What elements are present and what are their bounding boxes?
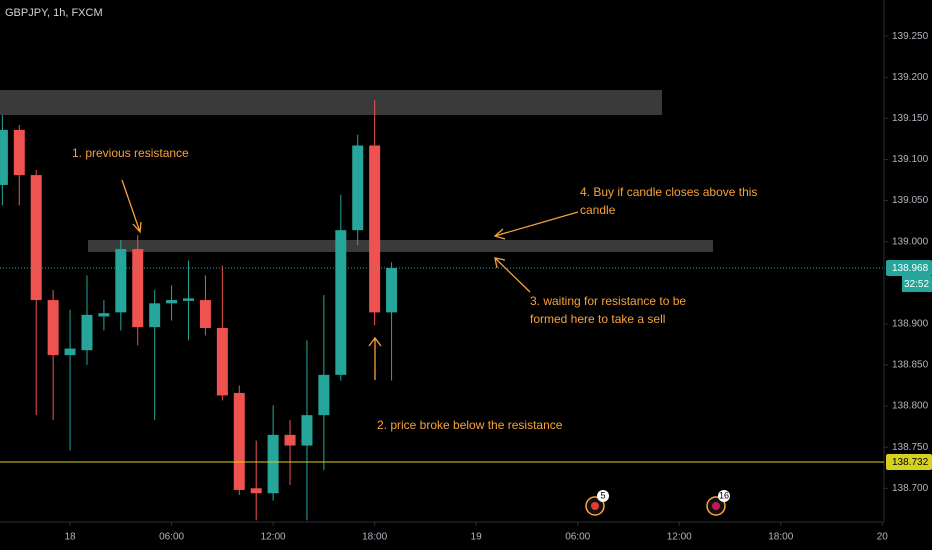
y-tick-label: 138.750	[892, 442, 929, 453]
candle-body	[335, 230, 347, 375]
price-label: 138.732	[892, 457, 929, 468]
y-tick-label: 139.150	[892, 113, 929, 124]
candle-body	[183, 298, 195, 301]
annotation-arrow	[493, 211, 579, 240]
resistance-zone	[88, 240, 713, 252]
x-tick-label: 18:00	[768, 532, 793, 543]
countdown-box	[902, 275, 932, 292]
price-label-box	[886, 453, 932, 470]
x-tick-label: 18	[64, 532, 76, 543]
candle-body	[199, 300, 211, 328]
candle-body	[47, 300, 59, 356]
candle-body	[98, 313, 110, 317]
chart-title: GBPJPY, 1h, FXCM	[5, 7, 103, 19]
event-badge	[718, 490, 730, 502]
x-tick-label: 19	[471, 532, 483, 543]
y-tick-label: 138.900	[892, 319, 929, 330]
y-tick-label: 138.800	[892, 401, 929, 412]
annotation: candle	[580, 203, 616, 217]
candle-body	[166, 300, 178, 304]
annotation: 4. Buy if candle closes above this	[580, 185, 757, 199]
x-tick-label: 06:00	[565, 532, 590, 543]
candle-body	[267, 434, 279, 494]
event-count: 16	[719, 490, 729, 500]
annotation-arrow	[121, 179, 142, 234]
x-tick-label: 18:00	[362, 532, 387, 543]
candle-body	[149, 303, 161, 328]
annotation-arrow	[368, 336, 382, 380]
annotation: formed here to take a sell	[530, 312, 665, 326]
event-count: 5	[600, 490, 605, 500]
y-tick-label: 139.000	[892, 236, 929, 247]
y-tick-label: 138.850	[892, 360, 929, 371]
y-tick-label: 139.200	[892, 72, 929, 83]
candle-body	[369, 145, 381, 313]
candle-body	[352, 145, 364, 231]
annotation: 3. waiting for resistance to be	[530, 294, 686, 308]
price-label-box	[886, 259, 932, 276]
annotation-arrow	[494, 257, 531, 293]
candle-body	[318, 374, 330, 416]
candle-body	[81, 314, 93, 351]
candle-body	[64, 348, 76, 356]
candle-body	[301, 415, 313, 446]
x-tick-label: 20	[877, 532, 889, 543]
y-tick-label: 139.100	[892, 154, 929, 165]
candle-body	[13, 129, 25, 176]
countdown: 32:52	[904, 279, 929, 290]
candle-body	[30, 175, 42, 301]
x-tick-label: 12:00	[261, 532, 286, 543]
candle-body	[132, 249, 144, 328]
plot	[0, 100, 398, 521]
annotation: 1. previous resistance	[72, 146, 189, 160]
candle-body	[250, 488, 262, 494]
candle-body	[386, 267, 398, 313]
resistance-zone	[0, 90, 662, 115]
x-tick-label: 12:00	[667, 532, 692, 543]
candle-body	[216, 327, 228, 396]
y-tick-label: 139.050	[892, 195, 929, 206]
candle-body	[284, 434, 296, 446]
price-label: 138.968	[892, 263, 929, 274]
annotation: 2. price broke below the resistance	[377, 418, 563, 432]
candle-body	[0, 129, 8, 185]
y-tick-label: 139.250	[892, 31, 929, 42]
candle-body	[233, 392, 245, 490]
candle-body	[115, 249, 127, 313]
event-badge	[597, 490, 609, 502]
y-tick-label: 138.700	[892, 483, 929, 494]
event-icon	[712, 502, 720, 510]
event-icon	[591, 502, 599, 510]
x-tick-label: 06:00	[159, 532, 184, 543]
